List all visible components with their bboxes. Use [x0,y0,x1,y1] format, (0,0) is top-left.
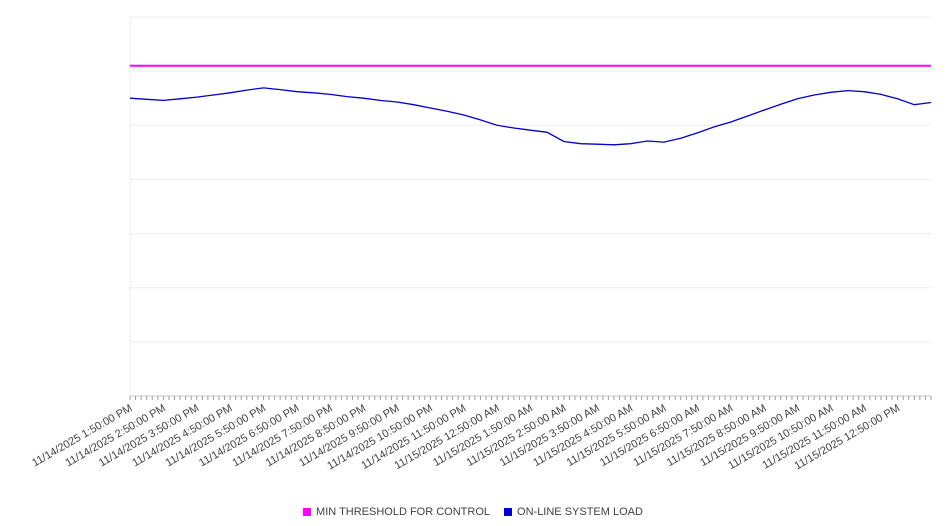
x-axis-ticks [129,396,932,400]
legend-item-system-load[interactable]: ON-LINE SYSTEM LOAD [504,506,643,518]
legend-swatch-min-threshold-icon [303,508,312,516]
legend-label-min-threshold: MIN THRESHOLD FOR CONTROL [316,506,491,518]
system-load-line [129,87,932,146]
y-gridlines [129,16,931,396]
legend-swatch-system-load-icon [504,508,513,516]
legend-label-system-load: ON-LINE SYSTEM LOAD [517,506,643,518]
legend-item-min-threshold[interactable]: MIN THRESHOLD FOR CONTROL [303,506,490,518]
chart-legend: MIN THRESHOLD FOR CONTROL ON-LINE SYSTEM… [0,506,946,518]
